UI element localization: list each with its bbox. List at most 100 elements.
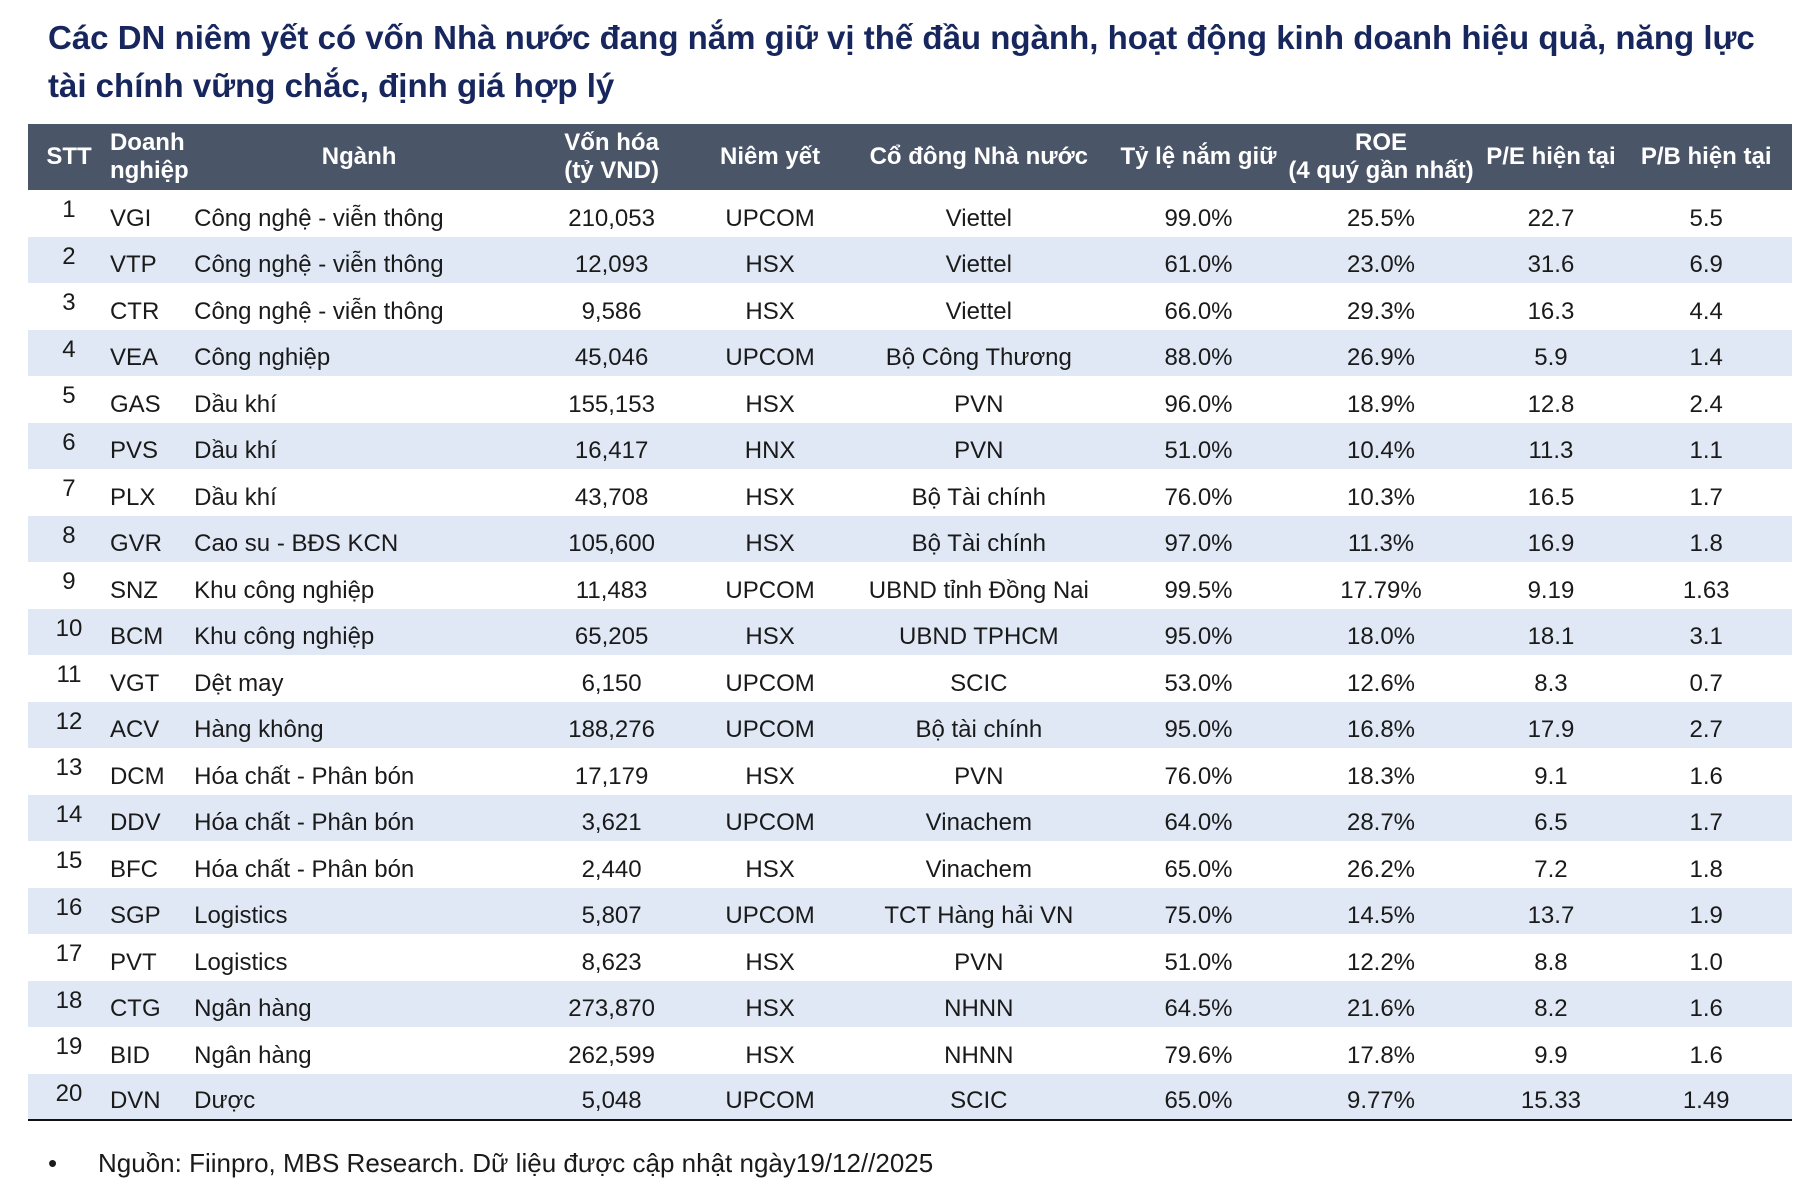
table-row: 17 PVT Logistics 8,623 HSX PVN 51.0% 12.2% 8.8 1.…: [28, 934, 1792, 981]
market-cap-cell: 210,053: [568, 204, 655, 232]
stt-cell: 9: [62, 568, 76, 595]
shareholder-cell: Vinachem: [925, 855, 1032, 883]
source-text: Nguồn: Fiinpro, MBS Research. Dữ liệu đư…: [98, 1148, 934, 1178]
header-cap-line1: Vốn hóa: [564, 129, 659, 156]
header-cap-line2: (tỷ VND): [564, 157, 659, 184]
pb-cell: 1.7: [1689, 809, 1723, 836]
industry-cell: Dầu khí: [194, 390, 277, 418]
table-row: 14 DDV Hóa chất - Phân bón 3,621 UPCOM Vinach…: [28, 794, 1792, 841]
market-cap-cell: 262,599: [568, 1041, 655, 1069]
header-pe: P/E hiện tại: [1486, 143, 1616, 170]
shareholder-cell: UBND TPHCM: [899, 623, 1059, 650]
ownership-cell: 53.0%: [1164, 669, 1233, 697]
listing-cell: HSX: [745, 948, 795, 976]
market-cap-cell: 11,483: [575, 576, 648, 604]
ticker-cell: DCM: [109, 762, 165, 790]
market-cap-cell: 6,150: [581, 669, 642, 697]
ownership-cell: 51.0%: [1164, 437, 1233, 464]
market-cap-cell: 43,708: [574, 483, 649, 511]
roe-cell: 28.7%: [1346, 809, 1416, 836]
pe-cell: 22.7: [1527, 204, 1575, 232]
ownership-cell: 76.0%: [1164, 483, 1233, 511]
table-row: 7 PLX Dầu khí 43,708 HSX Bộ Tài chính 76.0% 10.…: [28, 469, 1792, 516]
market-cap-cell: 3,621: [581, 809, 642, 836]
pe-cell: 16.3: [1527, 297, 1575, 325]
ticker-cell: PVT: [109, 948, 157, 976]
roe-cell: 10.4%: [1346, 437, 1416, 464]
ownership-cell: 79.6%: [1164, 1041, 1233, 1069]
header-company-line1: Doanh: [109, 129, 185, 156]
ownership-cell: 64.0%: [1164, 809, 1233, 836]
industry-cell: Hóa chất - Phân bón: [194, 809, 415, 836]
shareholder-cell: UBND tỉnh Đồng Nai: [868, 576, 1089, 604]
table-row: 10 BCM Khu công nghiệp 65,205 HSX UBND TPHCM 9…: [28, 608, 1792, 655]
pb-cell: 1.6: [1689, 762, 1723, 790]
shareholder-cell: NHNN: [944, 995, 1014, 1022]
stt-cell: 2: [62, 242, 76, 270]
listing-cell: HSX: [745, 1041, 795, 1069]
shareholder-cell: PVN: [954, 762, 1004, 790]
ownership-cell: 99.0%: [1164, 204, 1233, 232]
shareholder-cell: Viettel: [945, 251, 1012, 278]
pe-cell: 11.3: [1528, 437, 1574, 464]
shareholder-cell: Vinachem: [925, 809, 1032, 836]
stt-cell: 16: [55, 893, 83, 921]
shareholder-cell: Viettel: [945, 204, 1012, 232]
pb-cell: 1.4: [1689, 344, 1723, 371]
market-cap-cell: 8,623: [581, 948, 642, 976]
industry-cell: Hóa chất - Phân bón: [194, 855, 415, 883]
shareholder-cell: Bộ tài chính: [915, 716, 1043, 743]
pb-cell: 0.7: [1689, 669, 1723, 697]
stt-cell: 5: [62, 382, 76, 409]
pe-cell: 18.1: [1527, 623, 1575, 650]
industry-cell: Khu công nghiệp: [194, 576, 375, 604]
shareholder-cell: SCIC: [950, 669, 1008, 697]
ticker-cell: VGI: [109, 204, 152, 232]
ownership-cell: 65.0%: [1164, 855, 1233, 883]
table-row: 19 BID Ngân hàng 262,599 HSX NHNN 79.6% 17.8% 9.…: [28, 1027, 1792, 1074]
header-listing: Niêm yết: [720, 143, 821, 170]
stt-cell: 18: [55, 986, 83, 1014]
ownership-cell: 97.0%: [1164, 530, 1233, 557]
shareholder-cell: Viettel: [945, 297, 1012, 325]
pe-cell: 12.8: [1527, 390, 1575, 418]
stt-cell: 17: [55, 940, 83, 967]
header-market-cap: Vốn hóa (tỷ VND): [524, 124, 699, 190]
market-cap-cell: 2,440: [581, 855, 642, 883]
ownership-cell: 64.5%: [1164, 995, 1233, 1022]
pe-cell: 8.3: [1534, 669, 1568, 697]
roe-cell: 14.5%: [1346, 902, 1416, 929]
industry-cell: Cao su - BĐS KCN: [194, 530, 399, 557]
ownership-cell: 95.0%: [1164, 623, 1233, 650]
ticker-cell: BFC: [109, 855, 158, 883]
listing-cell: HNX: [744, 437, 796, 464]
market-cap-cell: 5,048: [581, 1087, 642, 1114]
pe-cell: 8.2: [1534, 995, 1568, 1022]
header-pb: P/B hiện tại: [1640, 143, 1772, 170]
pe-cell: 6.5: [1534, 809, 1568, 836]
stt-cell: 11: [56, 661, 82, 688]
industry-cell: Ngân hàng: [194, 995, 312, 1022]
market-cap-cell: 17,179: [574, 762, 649, 790]
roe-cell: 26.9%: [1346, 344, 1416, 371]
roe-cell: 9.77%: [1346, 1087, 1416, 1114]
listing-cell: HSX: [745, 390, 795, 418]
table-row: 4 VEA Công nghiệp 45,046 UPCOM Bộ Công Thương…: [28, 329, 1792, 376]
industry-cell: Hóa chất - Phân bón: [194, 762, 415, 790]
roe-cell: 17.8%: [1346, 1041, 1416, 1069]
shareholder-cell: Bộ Tài chính: [911, 483, 1046, 511]
roe-cell: 25.5%: [1346, 204, 1416, 232]
market-cap-cell: 5,807: [581, 902, 642, 929]
ticker-cell: BID: [109, 1041, 150, 1069]
header-roe-line2: (4 quý gần nhất): [1288, 157, 1474, 184]
industry-cell: Công nghệ - viễn thông: [194, 204, 444, 232]
listing-cell: UPCOM: [725, 716, 815, 743]
table-row: 2 VTP Công nghệ - viễn thông 12,093 HSX Viett…: [28, 236, 1792, 283]
listing-cell: HSX: [745, 762, 795, 790]
table-row: 20 DVN Dược 5,048 UPCOM SCIC 65.0% 9.77% 15.33 1.…: [28, 1073, 1792, 1120]
listing-cell: UPCOM: [725, 809, 815, 836]
market-cap-cell: 155,153: [568, 390, 655, 418]
industry-cell: Ngân hàng: [194, 1041, 312, 1069]
ticker-cell: CTR: [109, 297, 160, 325]
table-header-row: STT Doanh nghiệp Ngành Vốn hóa (tỷ VND) …: [28, 124, 1792, 190]
